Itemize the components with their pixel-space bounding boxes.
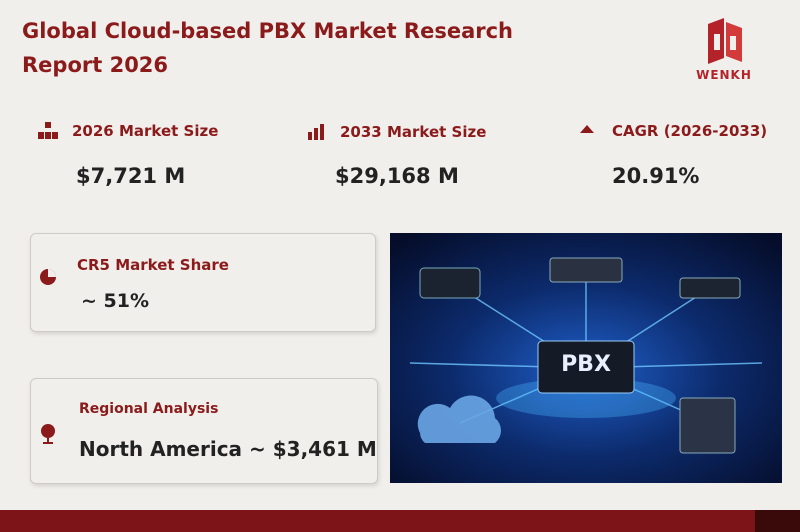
illustration: PBX (390, 233, 782, 483)
icon (41, 424, 55, 444)
icon (580, 125, 594, 133)
card-value: ~ 51% (81, 290, 150, 312)
card: Regional Analysis North America ~ $3,461… (30, 378, 378, 484)
footer-band (0, 510, 755, 532)
stat-value: $7,721 M (76, 164, 186, 188)
title: Global Cloud-based PBX Market Research R… (22, 19, 513, 77)
card-label: Regional Analysis (79, 401, 219, 417)
logo-text: WENKH (696, 68, 752, 82)
stat-label: 2026 Market Size (72, 122, 219, 140)
card-value: North America ~ $3,461 M (79, 437, 377, 461)
logo-mark (708, 18, 742, 64)
image-label: PBX (561, 352, 611, 377)
footer-band (755, 510, 800, 532)
stat-label: 2033 Market Size (340, 123, 487, 141)
stat-value: $29,168 M (335, 164, 459, 188)
icon (38, 122, 58, 139)
stat-value: 20.91% (612, 164, 700, 188)
stat-label: CAGR (2026-2033) (612, 122, 768, 140)
icon (308, 124, 324, 140)
card-label: CR5 Market Share (77, 256, 229, 274)
icon (40, 269, 56, 285)
card: CR5 Market Share ~ 51% (30, 233, 376, 332)
